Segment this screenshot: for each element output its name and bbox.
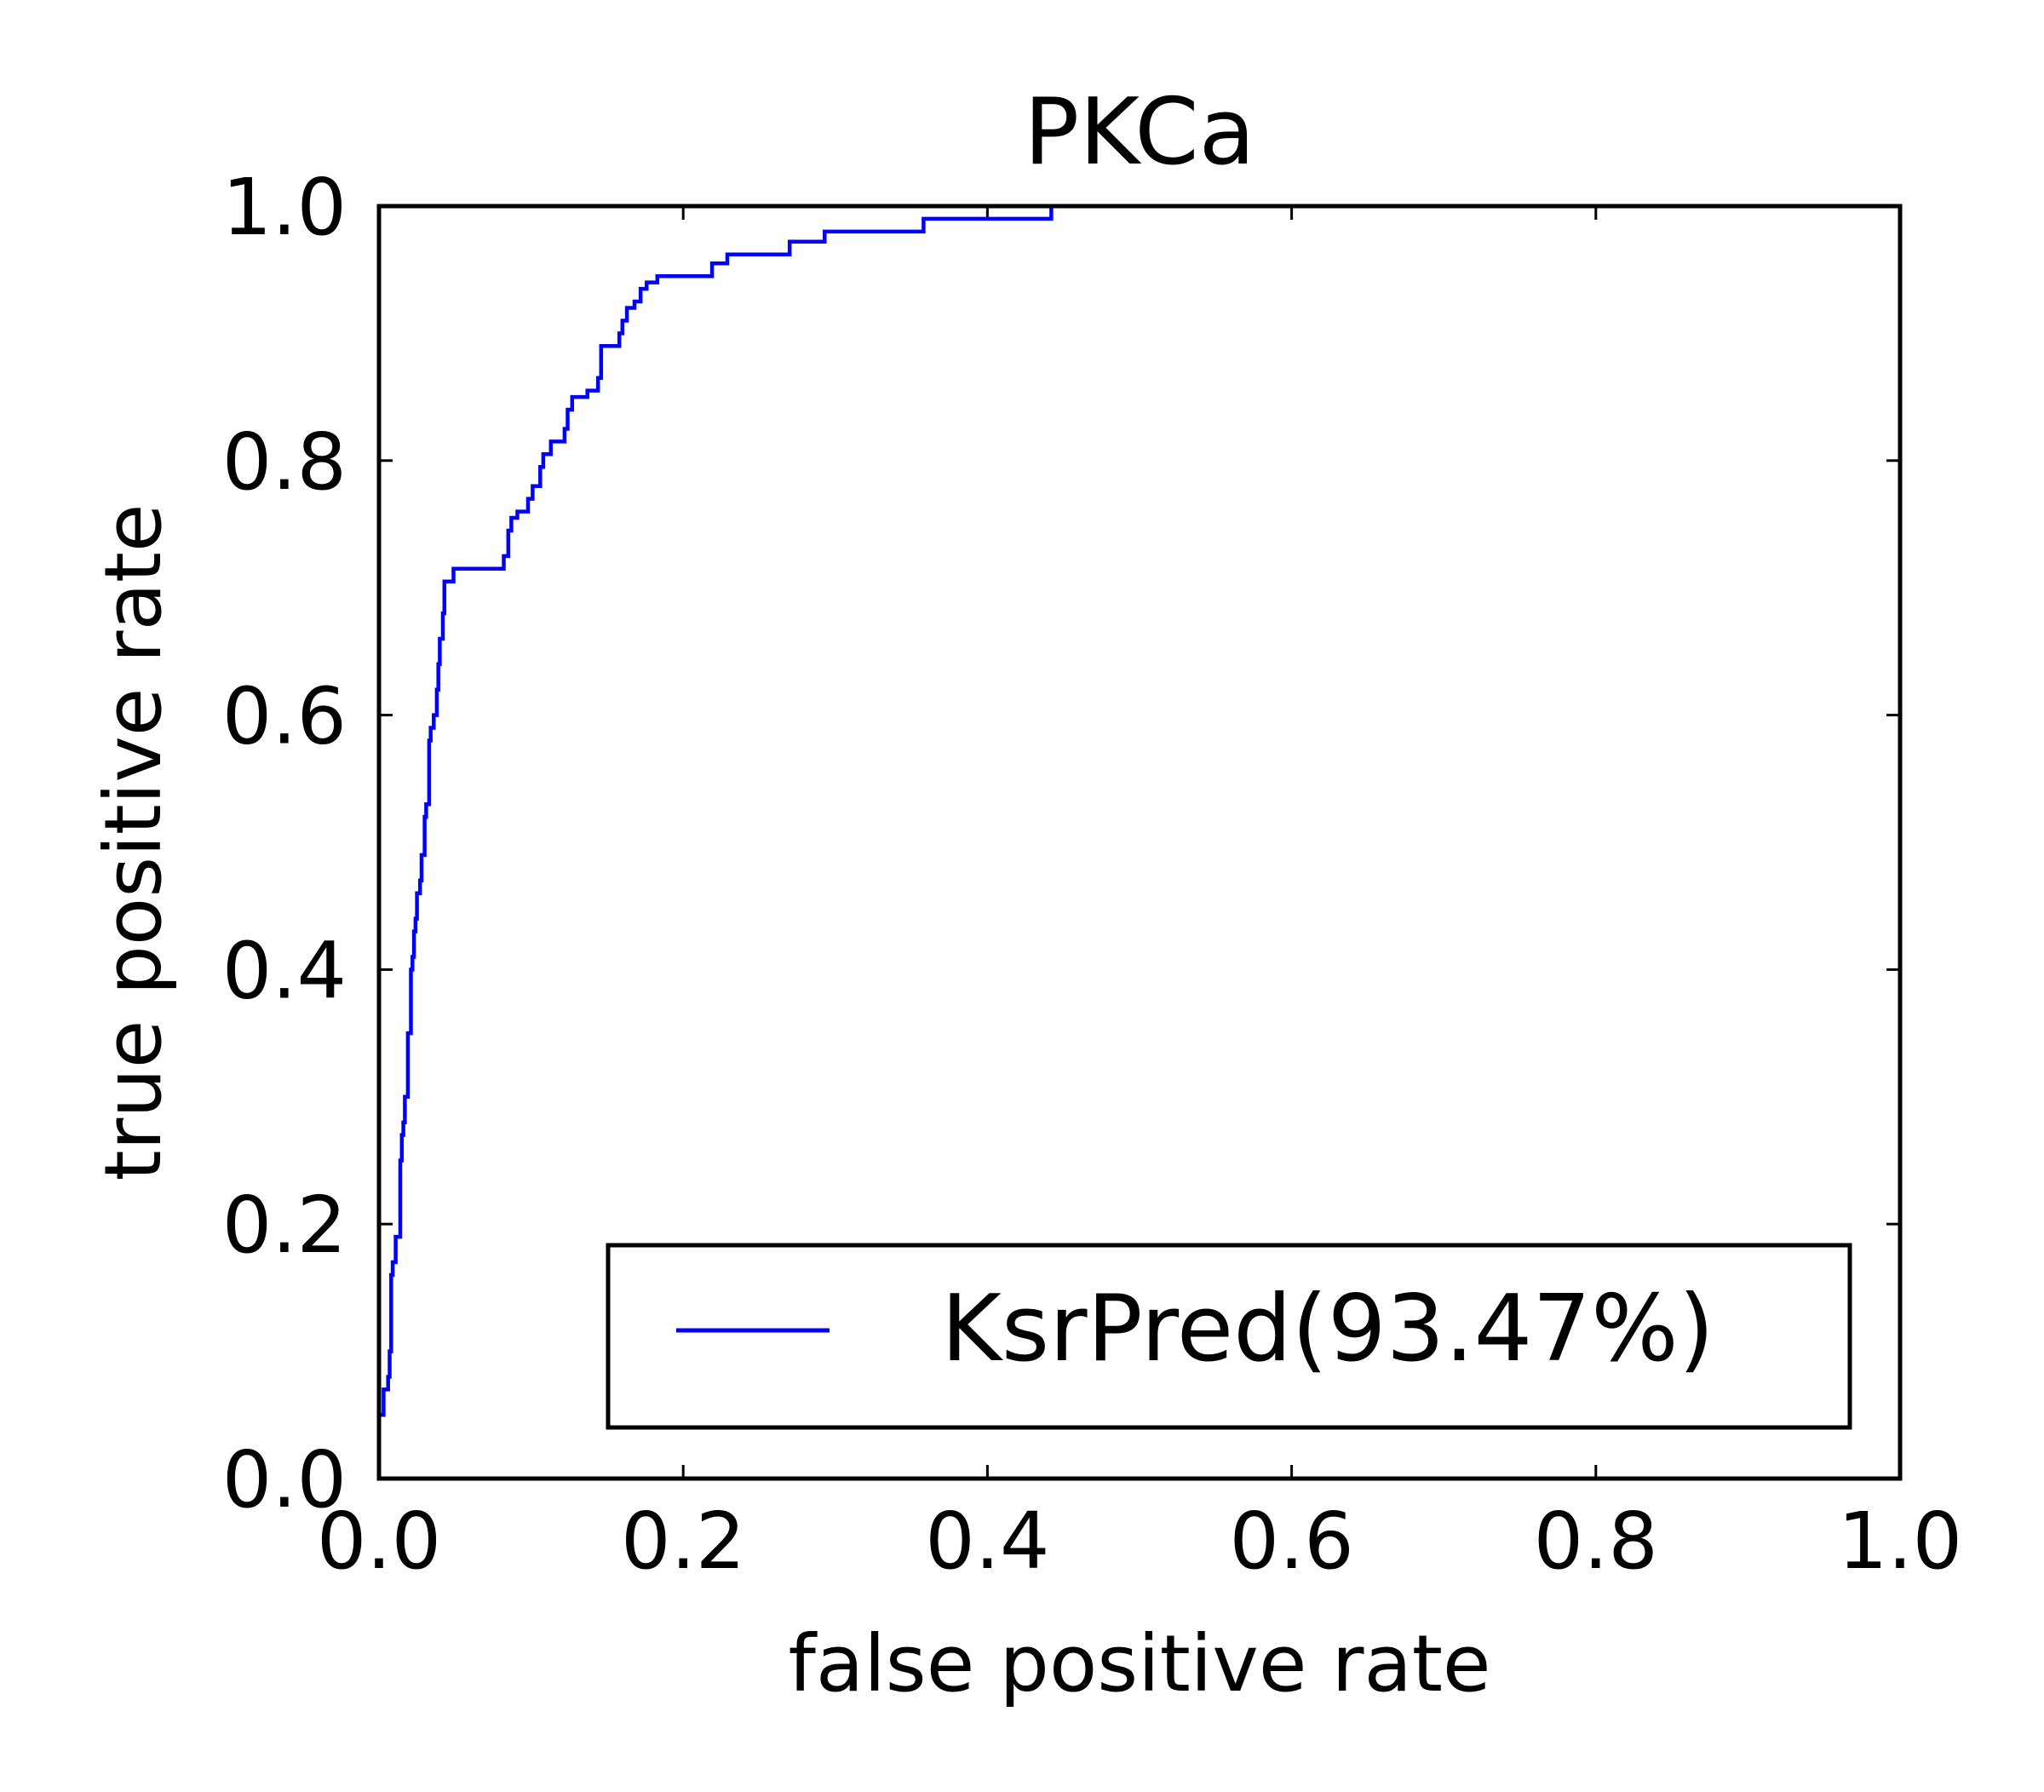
roc-curve-line <box>376 206 1054 1479</box>
x-tick-label: 0.4 <box>925 1496 1049 1587</box>
x-tick-label: 0.8 <box>1534 1496 1658 1587</box>
legend-box <box>606 1243 1852 1430</box>
y-tick-label: 0.0 <box>222 1434 347 1525</box>
y-tick-label: 1.0 <box>222 162 347 253</box>
tick-layer: 0.0 0.2 0.4 0.6 0.8 1.0 0.0 0.2 0.4 0.6 0.8 1.0 <box>222 162 1962 1587</box>
y-tick-label: 0.8 <box>222 416 347 508</box>
y-axis-label: true positive rate <box>88 503 179 1180</box>
series-layer <box>376 206 1054 1479</box>
legend: KsrPred(93.47%) <box>606 1243 1852 1430</box>
chart-title: PKCa <box>1024 79 1255 186</box>
x-tick-label: 0.2 <box>621 1496 745 1587</box>
y-tick-label: 0.4 <box>222 925 347 1016</box>
y-tick-label: 0.2 <box>222 1180 347 1271</box>
x-axis-label: false positive rate <box>788 1618 1490 1709</box>
plot-frame <box>376 204 1903 1481</box>
x-tick-label: 0.6 <box>1229 1496 1353 1587</box>
legend-label: KsrPred(93.47%) <box>941 1276 1714 1382</box>
x-tick-label: 0.0 <box>317 1496 441 1587</box>
y-tick-label: 0.6 <box>222 671 347 762</box>
x-tick-label: 1.0 <box>1838 1496 1962 1587</box>
